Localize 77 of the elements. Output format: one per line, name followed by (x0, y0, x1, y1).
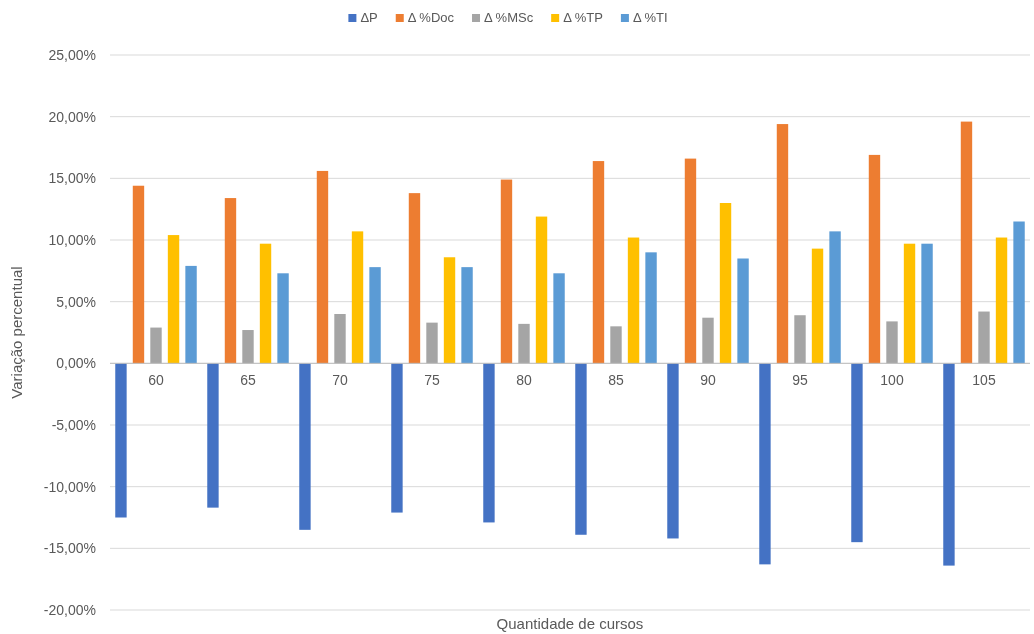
y-tick-label: -15,00% (43, 540, 96, 557)
y-tick-label: -10,00% (43, 478, 96, 495)
bar (150, 327, 162, 364)
bar (829, 231, 841, 364)
bar (903, 243, 916, 364)
bar (886, 321, 898, 364)
y-tick-label: -5,00% (51, 416, 96, 433)
y-tick-label: 0,00% (56, 355, 96, 372)
bar (868, 154, 881, 364)
bar (132, 185, 145, 364)
bar (851, 363, 863, 543)
legend-label: Δ %MSc (484, 10, 534, 25)
bar (334, 314, 346, 364)
bar (811, 248, 824, 364)
bar (408, 193, 421, 364)
bar (351, 231, 364, 364)
bar (759, 363, 771, 565)
bar (719, 203, 732, 364)
bar (592, 161, 605, 364)
legend-label: ΔP (360, 10, 378, 25)
x-axis-title: Quantidade de cursos (496, 615, 644, 632)
x-tick-label: 75 (424, 372, 440, 389)
bar (553, 273, 565, 364)
bar (426, 322, 438, 364)
x-tick-label: 65 (240, 372, 256, 389)
y-tick-label: 20,00% (48, 108, 96, 125)
legend-label: Δ %TI (632, 10, 668, 25)
bar (737, 258, 749, 364)
y-tick-label: 25,00% (48, 46, 96, 63)
bar (369, 267, 381, 364)
bar (316, 170, 329, 364)
y-axis-title: Variação percentual (8, 266, 25, 399)
bar (207, 363, 219, 508)
y-tick-label: -20,00% (43, 601, 96, 618)
bar (443, 257, 456, 364)
bar (483, 363, 495, 523)
legend-label: Δ %Doc (407, 10, 455, 25)
bar (645, 252, 657, 364)
bar (242, 330, 254, 364)
bar (299, 363, 311, 530)
x-tick-label: 95 (792, 372, 808, 389)
bar (960, 121, 973, 364)
bar (461, 267, 473, 364)
bar (115, 363, 127, 518)
x-tick-label: 105 (972, 372, 996, 389)
bar (185, 265, 197, 364)
bar (702, 317, 714, 364)
bar (167, 235, 180, 364)
bar (259, 243, 272, 364)
bar (627, 237, 640, 364)
x-tick-label: 90 (700, 372, 716, 389)
x-tick-label: 85 (608, 372, 624, 389)
bar (776, 124, 789, 364)
x-tick-label: 80 (516, 372, 532, 389)
bar (575, 363, 587, 535)
legend-label: Δ %TP (563, 10, 603, 25)
bar (535, 216, 548, 364)
bar (391, 363, 403, 513)
bar (921, 243, 933, 364)
bar (978, 311, 990, 364)
bar (1013, 221, 1025, 364)
x-tick-label: 70 (332, 372, 348, 389)
bar (500, 179, 513, 364)
bar (518, 323, 530, 364)
bar (277, 273, 289, 364)
bar (943, 363, 955, 566)
bar (684, 158, 697, 364)
y-tick-label: 15,00% (48, 170, 96, 187)
x-tick-label: 100 (880, 372, 904, 389)
bar (667, 363, 679, 539)
bar (610, 326, 622, 364)
bar (995, 237, 1008, 364)
x-tick-label: 60 (148, 372, 164, 389)
bar (794, 315, 806, 364)
bar (224, 198, 237, 364)
y-tick-label: 5,00% (56, 293, 96, 310)
y-tick-label: 10,00% (48, 231, 96, 248)
